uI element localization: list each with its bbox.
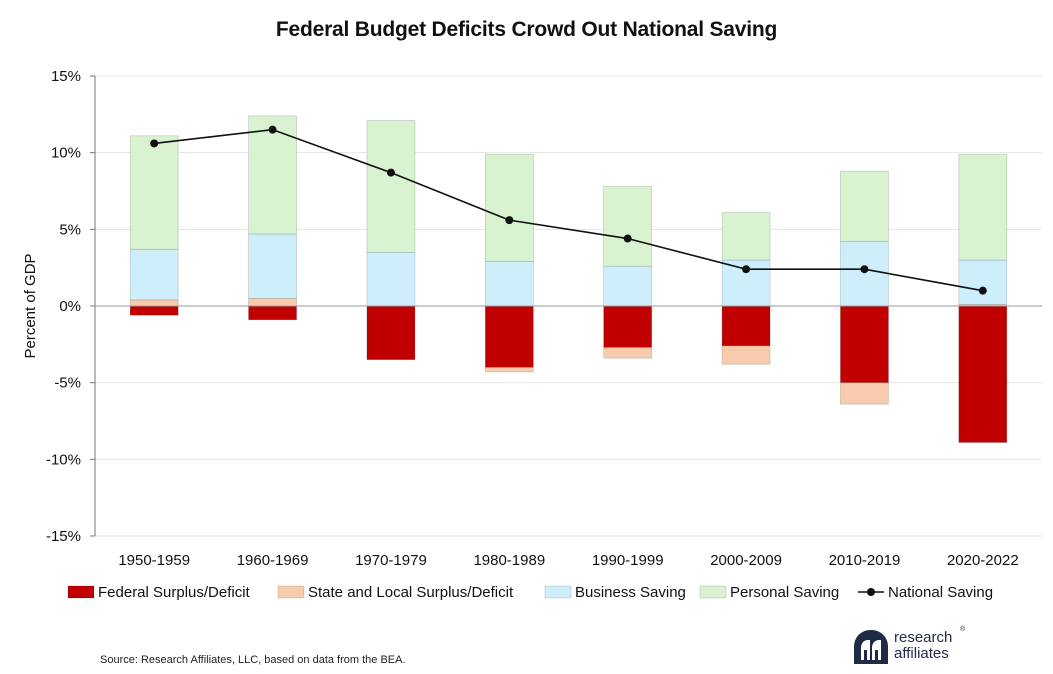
logo-word-research: research [894,629,953,646]
x-tick-label: 1970-1979 [355,552,427,569]
x-tick-label: 2000-2009 [710,552,782,569]
bar-state-and-local-surplus-deficit [129,299,179,307]
y-tick-label: 15% [51,68,81,85]
bar-business-saving [958,259,1008,305]
y-tick-label: 10% [51,145,81,162]
chart-title: Federal Budget Deficits Crowd Out Nation… [275,18,778,41]
legend-swatch [277,585,305,599]
x-tick-label: 1950-1959 [118,552,190,569]
bar-personal-saving [840,170,889,242]
bar-state-and-local-surplus-deficit [721,345,771,365]
legend-label: State and Local Surplus/Deficit [308,584,514,601]
point-national-saving [742,265,751,274]
point-national-saving [623,234,632,243]
legend-swatch [544,585,572,599]
x-tick-label: 2010-2019 [829,552,901,569]
line-national-saving [154,128,983,292]
bar-personal-saving [366,120,416,253]
logo-registered-mark: ® [960,626,966,633]
y-tick-label: 5% [59,221,81,238]
bar-business-saving [484,261,534,307]
bar-federal-surplus-deficit [484,305,534,368]
bar-personal-saving [484,153,534,262]
legend-label: Business Saving [575,584,686,601]
research-affiliates-logo: research affiliates ® [852,626,972,670]
source-note: Source: Research Affiliates, LLC, based … [100,654,406,666]
point-national-saving [505,216,514,225]
bar-federal-surplus-deficit [603,305,653,348]
legend-swatch [699,585,727,599]
bar-business-saving [366,251,416,307]
bar-state-and-local-surplus-deficit [484,366,534,373]
bar-federal-surplus-deficit [840,305,889,384]
x-tick-label: 1960-1969 [237,552,309,569]
bar-personal-saving [958,153,1008,261]
bar-federal-surplus-deficit [129,305,179,316]
point-national-saving [150,139,159,148]
y-axis-label: Percent of GDP [22,253,39,358]
y-tick-label: -5% [54,375,81,392]
legend: Federal Surplus/Deficit State and Local S… [67,584,993,601]
point-national-saving [860,265,869,274]
national-saving-line [150,125,987,295]
bar-personal-saving [603,186,653,267]
point-national-saving [978,286,987,295]
bar-personal-saving [129,135,179,250]
legend-label: Federal Surplus/Deficit [98,584,251,601]
point-national-saving [386,168,395,177]
bar-state-and-local-surplus-deficit [603,347,653,359]
legend-swatch [67,585,95,599]
x-tick-label: 1990-1999 [592,552,664,569]
bar-state-and-local-surplus-deficit [840,382,889,405]
logo-word-affiliates: affiliates [894,645,949,662]
bar-business-saving [840,241,889,307]
x-axis-ticks: 1950-1959 1960-1969 1970-1979 1980-1989 1990… [118,552,1018,569]
bar-state-and-local-surplus-deficit [248,297,297,307]
point-national-saving [268,125,277,134]
bar-federal-surplus-deficit [721,305,771,347]
y-tick-label: 0% [59,298,81,315]
y-tick-label: -10% [46,451,81,468]
bars [129,115,1008,443]
legend-label: National Saving [888,584,993,601]
legend-swatch-marker [867,588,875,596]
bar-federal-surplus-deficit [958,305,1008,443]
bar-business-saving [248,233,297,299]
x-tick-label: 1980-1989 [473,552,545,569]
y-axis: 15% 10% 5% 0% -5% -10% -15% [46,68,96,545]
legend-label: Personal Saving [730,584,839,601]
bar-personal-saving [721,212,771,261]
bar-business-saving [721,259,771,307]
bar-federal-surplus-deficit [366,305,416,361]
bar-federal-surplus-deficit [248,305,297,321]
y-tick-label: -15% [46,528,81,545]
bar-business-saving [603,265,653,307]
bar-business-saving [129,248,179,301]
x-tick-label: 2020-2022 [947,552,1019,569]
logo-mark-icon [854,630,888,664]
